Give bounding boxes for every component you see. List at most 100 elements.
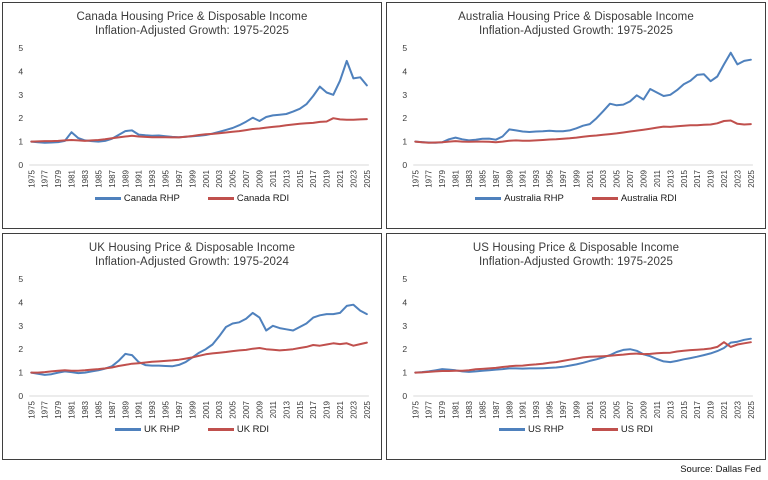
legend-item-rdi: US RDI	[591, 424, 654, 435]
x-tick-label: 1991	[519, 400, 528, 418]
y-tick-label: 1	[18, 368, 23, 378]
rdi-line-swatch-icon	[207, 428, 234, 431]
legend-item-rhp: Canada RHP	[94, 193, 180, 204]
legend-item-rdi: Canada RDI	[207, 193, 289, 204]
x-tick-label: 2021	[720, 169, 729, 187]
x-tick-label: 2015	[680, 169, 689, 187]
y-tick-label: 5	[18, 274, 23, 284]
x-tick-label: 2015	[296, 400, 305, 418]
y-tick-label: 3	[18, 321, 23, 331]
legend: US RHP US RDI	[387, 424, 765, 435]
legend: Canada RHP Canada RDI	[3, 193, 381, 204]
x-tick-label: 1993	[148, 169, 157, 187]
x-tick-label: 2011	[269, 400, 278, 418]
x-tick-label: 2025	[747, 169, 756, 187]
legend: UK RHP UK RDI	[3, 424, 381, 435]
x-tick-label: 2025	[363, 400, 372, 418]
x-tick-label: 1985	[478, 169, 487, 187]
x-tick-label: 2019	[323, 169, 332, 187]
y-tick-label: 1	[402, 368, 407, 378]
rhp-line	[30, 59, 368, 144]
x-tick-label: 1979	[438, 400, 447, 418]
chart-subtitle: Inflation-Adjusted Growth: 1975-2024	[94, 256, 290, 268]
x-tick-label: 1989	[121, 400, 130, 418]
x-tick-label: 1979	[54, 169, 63, 187]
y-tick-label: 1	[402, 137, 407, 147]
legend: Australia RHP Australia RDI	[387, 193, 765, 204]
x-tick-label: 1977	[425, 400, 434, 418]
x-tick-label: 2009	[639, 400, 648, 418]
x-tick-label: 1985	[94, 400, 103, 418]
rhp-line-swatch-icon	[475, 197, 502, 200]
x-tick-label: 2021	[336, 400, 345, 418]
y-tick-label: 2	[402, 344, 407, 354]
x-tick-label: 2003	[599, 169, 608, 187]
x-tick-label: 1993	[532, 169, 541, 187]
x-tick-label: 2013	[282, 169, 291, 187]
y-tick-label: 2	[402, 113, 407, 123]
x-tick-label: 1989	[505, 400, 514, 418]
y-tick-label: 4	[18, 66, 23, 76]
rdi-line	[414, 119, 752, 144]
x-tick-label: 1989	[505, 169, 514, 187]
x-tick-label: 1983	[81, 400, 90, 418]
legend-label: Australia RHP	[504, 193, 564, 204]
chart-title-block: US Housing Price & Disposable Income Inf…	[387, 234, 765, 269]
legend-item-rdi: UK RDI	[207, 424, 269, 435]
y-tick-label: 1	[18, 137, 23, 147]
chart-title-block: UK Housing Price & Disposable Income Inf…	[3, 234, 381, 269]
x-tick-label: 2023	[349, 400, 358, 418]
x-tick-label: 1993	[148, 400, 157, 418]
x-tick-label: 1995	[546, 400, 555, 418]
x-tick-label: 1975	[411, 169, 420, 187]
x-tick-label: 2013	[666, 400, 675, 418]
x-tick-label: 2019	[323, 400, 332, 418]
x-tick-label: 1995	[546, 169, 555, 187]
x-tick-label: 1995	[162, 169, 171, 187]
x-tick-label: 1981	[68, 169, 77, 187]
x-tick-label: 1997	[559, 169, 568, 187]
chart-panel-uk: UK Housing Price & Disposable Income Inf…	[2, 233, 382, 460]
rdi-line	[414, 341, 752, 374]
x-tick-label: 2011	[653, 169, 662, 187]
legend-label: US RDI	[620, 424, 654, 435]
x-tick-label: 2017	[309, 169, 318, 187]
y-tick-label: 4	[402, 297, 407, 307]
x-tick-label: 1993	[532, 400, 541, 418]
x-tick-label: 2003	[215, 169, 224, 187]
rdi-line	[30, 117, 368, 143]
x-tick-label: 2005	[613, 400, 622, 418]
chart-grid: Canada Housing Price & Disposable Income…	[2, 2, 766, 460]
y-tick-label: 3	[402, 90, 407, 100]
x-tick-label: 2013	[666, 169, 675, 187]
x-tick-label: 1979	[438, 169, 447, 187]
y-tick-label: 5	[18, 43, 23, 53]
x-tick-label: 2007	[242, 169, 251, 187]
x-tick-label: 2003	[215, 400, 224, 418]
chart-subtitle: Inflation-Adjusted Growth: 1975-2025	[478, 256, 674, 268]
legend-label: Canada RHP	[123, 193, 180, 204]
x-tick-label: 1981	[68, 400, 77, 418]
x-tick-label: 2005	[229, 400, 238, 418]
chart-panel-canada: Canada Housing Price & Disposable Income…	[2, 2, 382, 229]
x-tick-label: 1983	[465, 169, 474, 187]
x-tick-label: 1987	[108, 169, 117, 187]
x-tick-label: 2023	[733, 400, 742, 418]
rhp-line-swatch-icon	[114, 428, 141, 431]
legend-label: US RHP	[527, 424, 564, 435]
legend-label: Australia RDI	[620, 193, 677, 204]
x-tick-label: 1989	[121, 169, 130, 187]
x-tick-label: 2007	[242, 400, 251, 418]
x-tick-label: 2009	[639, 169, 648, 187]
chart-panel-australia: Australia Housing Price & Disposable Inc…	[386, 2, 766, 229]
y-tick-label: 3	[402, 321, 407, 331]
x-tick-label: 1981	[452, 169, 461, 187]
x-tick-label: 2011	[269, 169, 278, 187]
x-tick-label: 1997	[175, 400, 184, 418]
y-tick-label: 3	[18, 90, 23, 100]
x-tick-label: 1991	[135, 169, 144, 187]
x-tick-label: 1999	[188, 169, 197, 187]
x-tick-label: 1977	[41, 169, 50, 187]
rhp-line-swatch-icon	[498, 428, 525, 431]
